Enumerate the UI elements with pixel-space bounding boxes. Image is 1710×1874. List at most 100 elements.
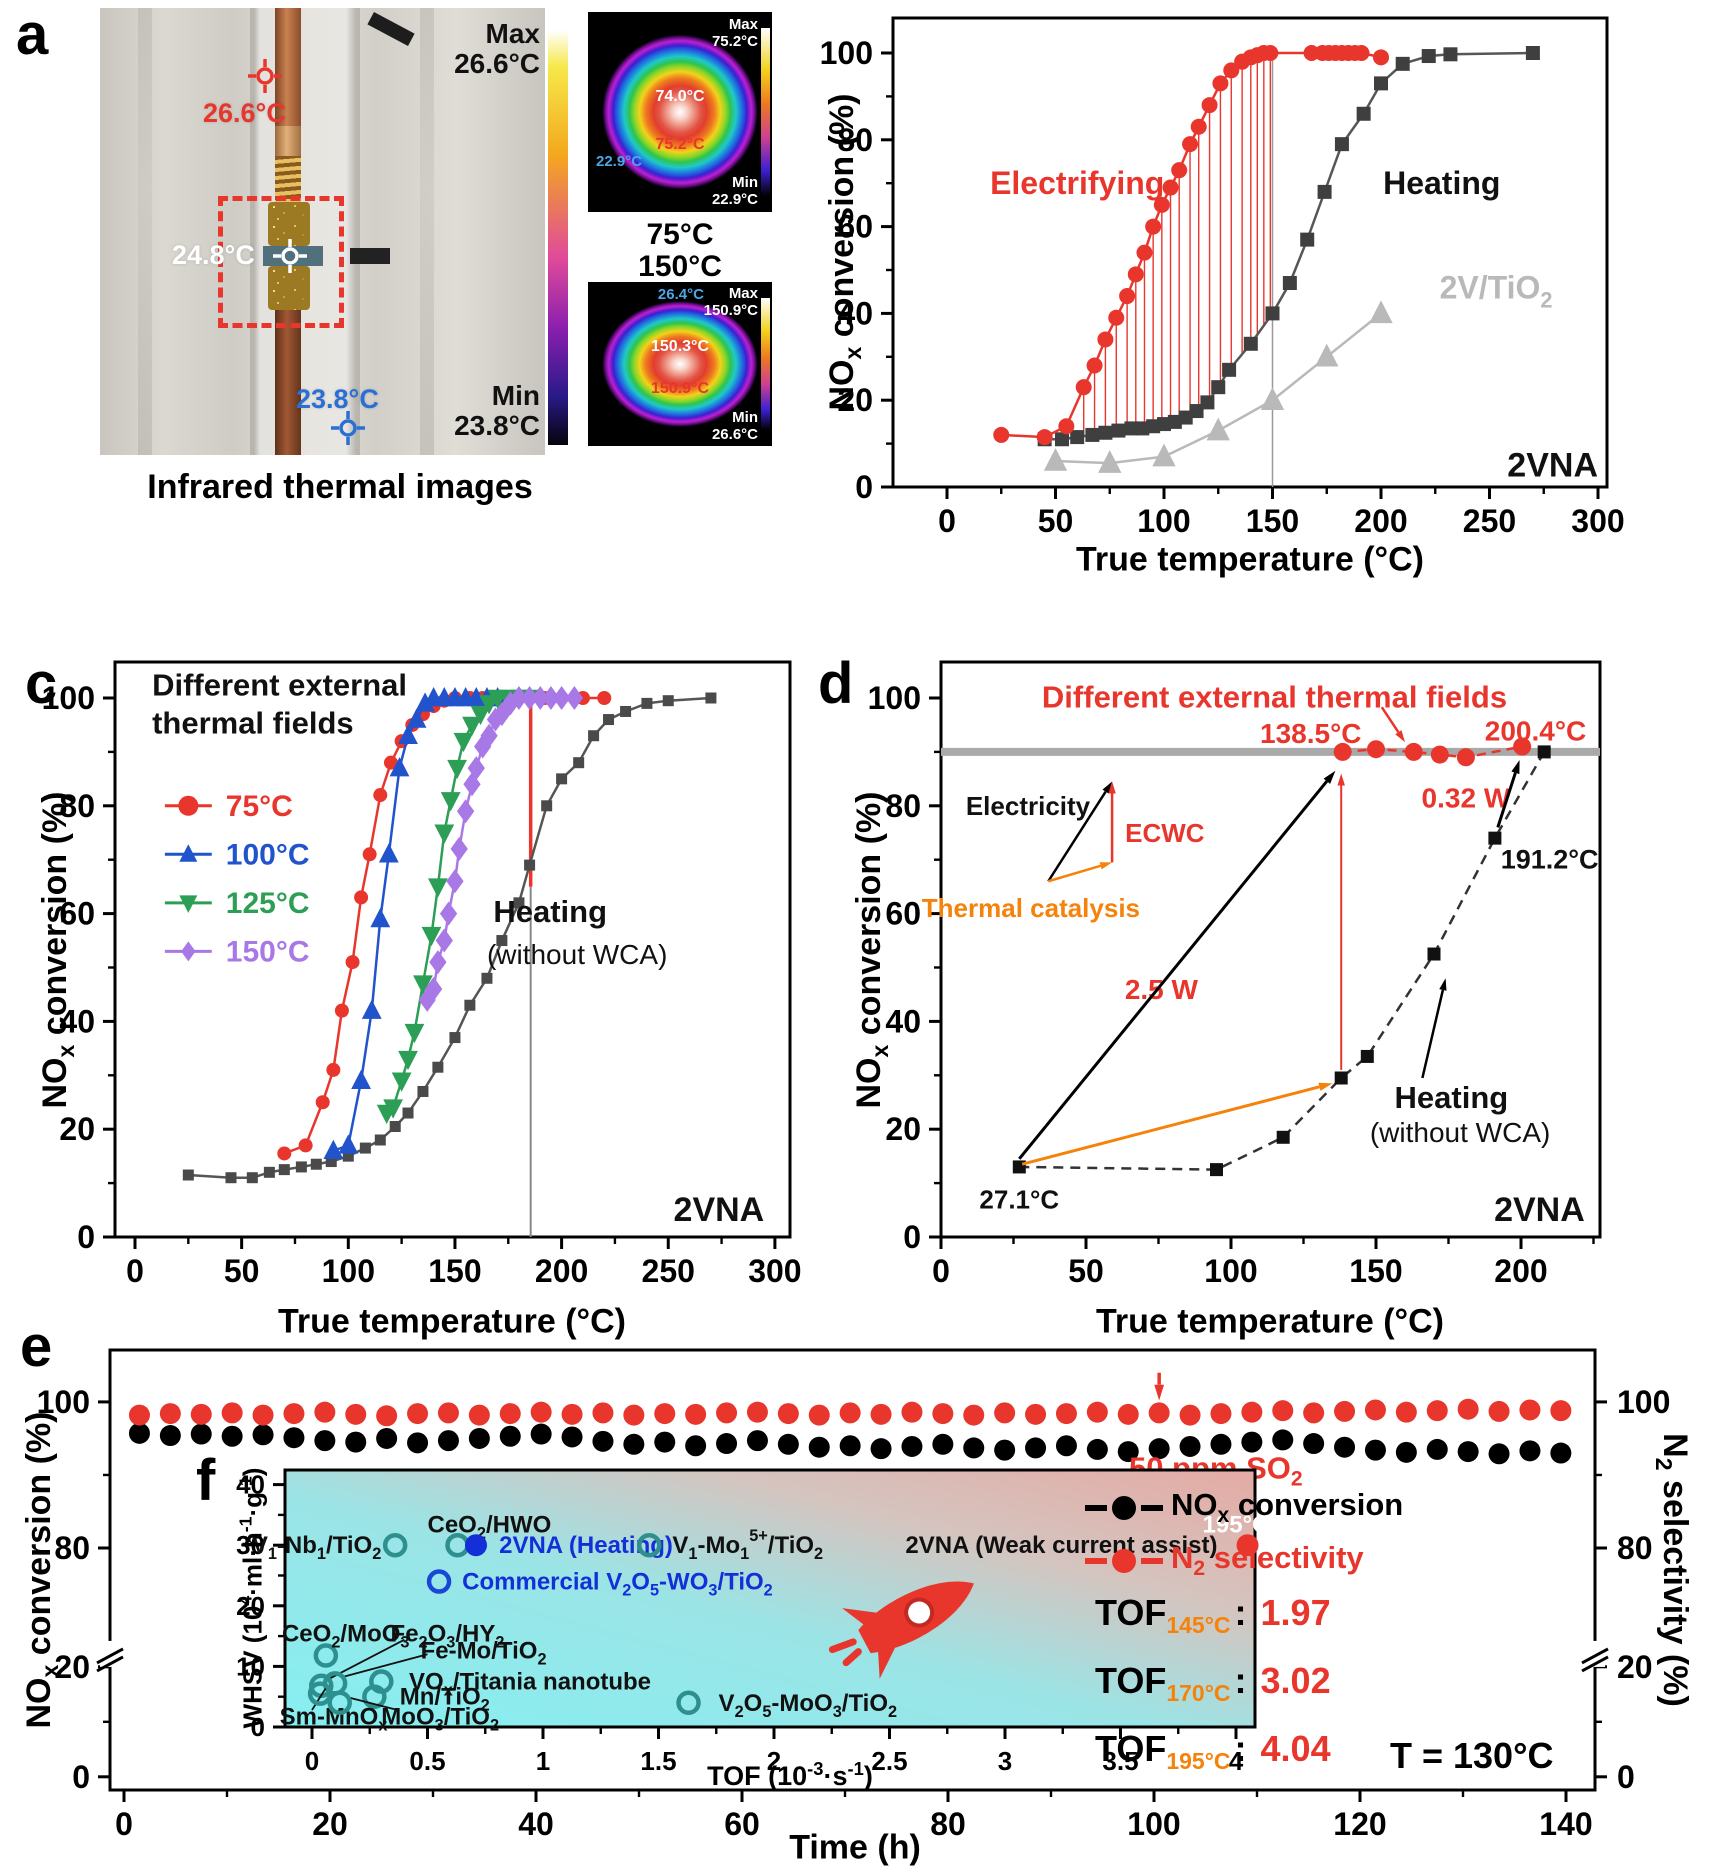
thermal-center-top-value: 150.3°C xyxy=(651,337,709,355)
data-point xyxy=(1334,1400,1356,1422)
data-point xyxy=(1367,740,1385,759)
annotation-arrow-shaft xyxy=(1421,989,1445,1079)
data-point xyxy=(487,687,508,707)
data-point xyxy=(1243,336,1258,351)
catalyst-highlight-box xyxy=(218,196,344,328)
experiment-photo: 26.6°C 24.8°C 23.8°C xyxy=(100,8,545,455)
series-100-c xyxy=(323,687,508,1160)
data-point xyxy=(993,426,1010,443)
series-line xyxy=(1044,51,1533,441)
catalyst-holder xyxy=(263,246,323,266)
data-point xyxy=(522,691,537,705)
data-point xyxy=(901,1401,923,1423)
thermal-image-75: Max 75.2°C Min 22.9°C 74.0°C 75.2°C 22.9°C xyxy=(588,12,772,212)
data-point xyxy=(434,824,455,844)
data-point xyxy=(1427,947,1441,961)
annotation-text: (without WCA) xyxy=(1370,1116,1550,1147)
scalebar-max-value: 26.6°C xyxy=(454,48,540,79)
y-tick-label: 0 xyxy=(72,1759,90,1795)
data-point xyxy=(1488,831,1502,845)
catalyst-label: CeO2/HWO xyxy=(428,1511,552,1543)
data-point xyxy=(1119,288,1136,305)
series-line xyxy=(385,696,530,1114)
panel-a-caption: Infrared thermal images xyxy=(147,468,533,506)
threaded-section xyxy=(275,156,301,202)
data-point xyxy=(446,869,464,894)
data-point xyxy=(435,928,453,953)
legend-label: 125°C xyxy=(226,886,310,919)
data-point xyxy=(641,697,653,709)
scalebar-max-label: Max xyxy=(485,18,540,49)
data-point xyxy=(1395,1401,1417,1423)
data-point xyxy=(1182,136,1199,153)
data-point xyxy=(1340,45,1357,61)
annotation-arrowhead xyxy=(1439,978,1447,991)
data-point xyxy=(654,1431,676,1453)
data-point xyxy=(592,1430,614,1452)
data-point xyxy=(308,1673,334,1699)
c-xlabel: True temperature (°C) xyxy=(277,1302,627,1341)
data-point xyxy=(314,1401,336,1423)
data-point xyxy=(310,1158,322,1170)
thermal-mini-scalebar xyxy=(761,298,770,430)
y-right-tick-label: 80 xyxy=(1617,1530,1653,1566)
data-point xyxy=(1265,306,1280,321)
data-point xyxy=(1179,1404,1201,1426)
data-point xyxy=(1303,1433,1325,1455)
data-point xyxy=(394,734,409,749)
annotation-text: 2VNA xyxy=(674,1191,765,1229)
data-point xyxy=(415,692,435,712)
annotation-text: Heating xyxy=(1383,165,1500,201)
data-point xyxy=(376,1405,398,1427)
data-point xyxy=(1242,49,1259,66)
data-point xyxy=(932,1433,954,1455)
annotation-text: Heating xyxy=(493,893,607,928)
series-125-c xyxy=(376,689,540,1125)
series-line xyxy=(1019,751,1546,1171)
annotation-text: Thermal catalysis xyxy=(922,893,1140,923)
data-point xyxy=(1317,184,1332,199)
thermal-max-label: Max 150.9°C xyxy=(703,285,758,320)
data-point xyxy=(963,1437,985,1459)
data-point xyxy=(870,1438,892,1460)
data-point xyxy=(1117,1403,1139,1425)
x-tick-label: 100 xyxy=(1127,1806,1180,1842)
x-tick-label: 0 xyxy=(305,1746,319,1776)
y-tick-label: 0 xyxy=(77,1219,95,1255)
annotation-text: 27.1°C xyxy=(979,1184,1059,1214)
data-point xyxy=(1055,1403,1077,1425)
data-point xyxy=(313,1643,339,1668)
data-point xyxy=(128,1422,150,1444)
x-tick-label: 60 xyxy=(724,1806,760,1842)
rocket-icon xyxy=(828,1581,974,1679)
x-tick-label: 0 xyxy=(932,1253,950,1289)
x-tick-label: 300 xyxy=(748,1253,801,1289)
data-point xyxy=(552,686,571,710)
data-point xyxy=(530,1401,552,1423)
data-point xyxy=(1124,421,1139,436)
data-point xyxy=(487,689,508,709)
y-right-tick-label: 100 xyxy=(1617,1384,1670,1420)
series-different-external-thermal-fields xyxy=(1333,737,1532,767)
data-point xyxy=(1108,309,1125,326)
axis-break-gap xyxy=(100,1640,120,1667)
data-point xyxy=(128,1404,150,1426)
thermal-min-label: Min 26.6°C xyxy=(711,408,758,443)
data-point xyxy=(777,1433,799,1455)
data-point xyxy=(283,1427,305,1449)
data-point xyxy=(1334,1436,1356,1458)
data-point xyxy=(498,689,519,709)
data-point xyxy=(1300,232,1315,247)
data-point xyxy=(423,687,444,707)
catalyst-label: Sm-MnOx xyxy=(280,1703,388,1735)
data-point xyxy=(345,1403,367,1425)
data-point xyxy=(362,847,377,862)
annotation-text: 2V/TiO2 xyxy=(1440,269,1553,312)
data-point xyxy=(1222,362,1237,377)
data-point xyxy=(513,897,525,909)
data-point xyxy=(685,1403,707,1425)
data-point xyxy=(424,977,443,1002)
annotation-text: 138.5°C xyxy=(1260,718,1362,749)
legend-glyph-red xyxy=(1085,1548,1163,1573)
data-point xyxy=(1178,410,1193,425)
